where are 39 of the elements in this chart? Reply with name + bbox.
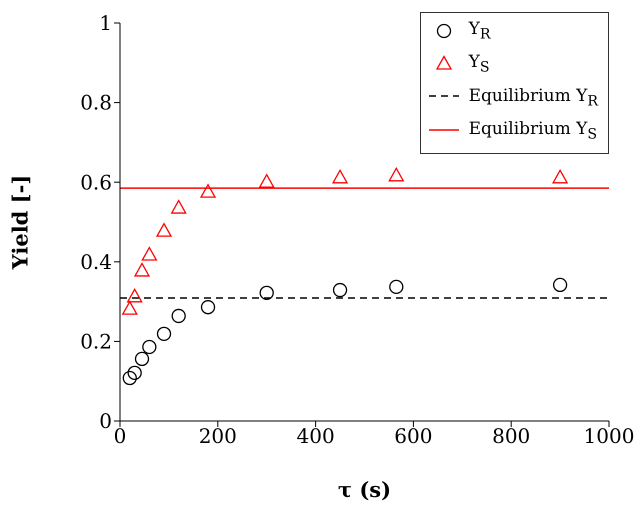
y-tick-label: 1	[99, 11, 112, 36]
x-tick-label: 800	[492, 424, 530, 448]
point	[156, 223, 172, 237]
point	[142, 340, 156, 354]
legend-label: Y$_{S}$	[468, 52, 490, 76]
x-tick-label: 1000	[584, 424, 634, 448]
point	[388, 168, 404, 182]
point	[332, 170, 348, 184]
y-tick-label: 0.4	[80, 250, 112, 274]
point	[142, 246, 157, 261]
point	[389, 280, 404, 294]
x-axis-title: τ (s)	[338, 477, 392, 502]
legend-label: Equilibrium Y$_{R}$	[468, 86, 598, 110]
x-tick-label: 600	[394, 424, 432, 448]
y-tick-label: 0.2	[80, 330, 112, 354]
point	[122, 301, 138, 315]
point	[134, 262, 150, 277]
point	[332, 282, 348, 298]
y-axis-title: Yield [-]	[7, 174, 32, 270]
y-tick-label: 0	[99, 409, 112, 434]
x-tick-label: 400	[296, 424, 335, 448]
point	[172, 308, 186, 324]
point	[156, 326, 172, 341]
point	[122, 370, 137, 386]
point	[259, 174, 274, 188]
point	[200, 300, 216, 314]
point	[260, 286, 274, 300]
point	[200, 184, 216, 198]
y-tick-label: 0.8	[80, 90, 112, 115]
point	[552, 278, 568, 292]
point	[552, 170, 568, 184]
legend-label: Y$_{R}$	[468, 19, 491, 42]
point	[134, 352, 150, 366]
point	[128, 366, 142, 380]
x-tick-label: 200	[198, 424, 237, 448]
legend-label: Equilibrium Y$_{S}$	[468, 119, 598, 143]
y-tick-label: 0.6	[80, 170, 112, 194]
point	[127, 288, 142, 302]
point	[171, 200, 186, 214]
